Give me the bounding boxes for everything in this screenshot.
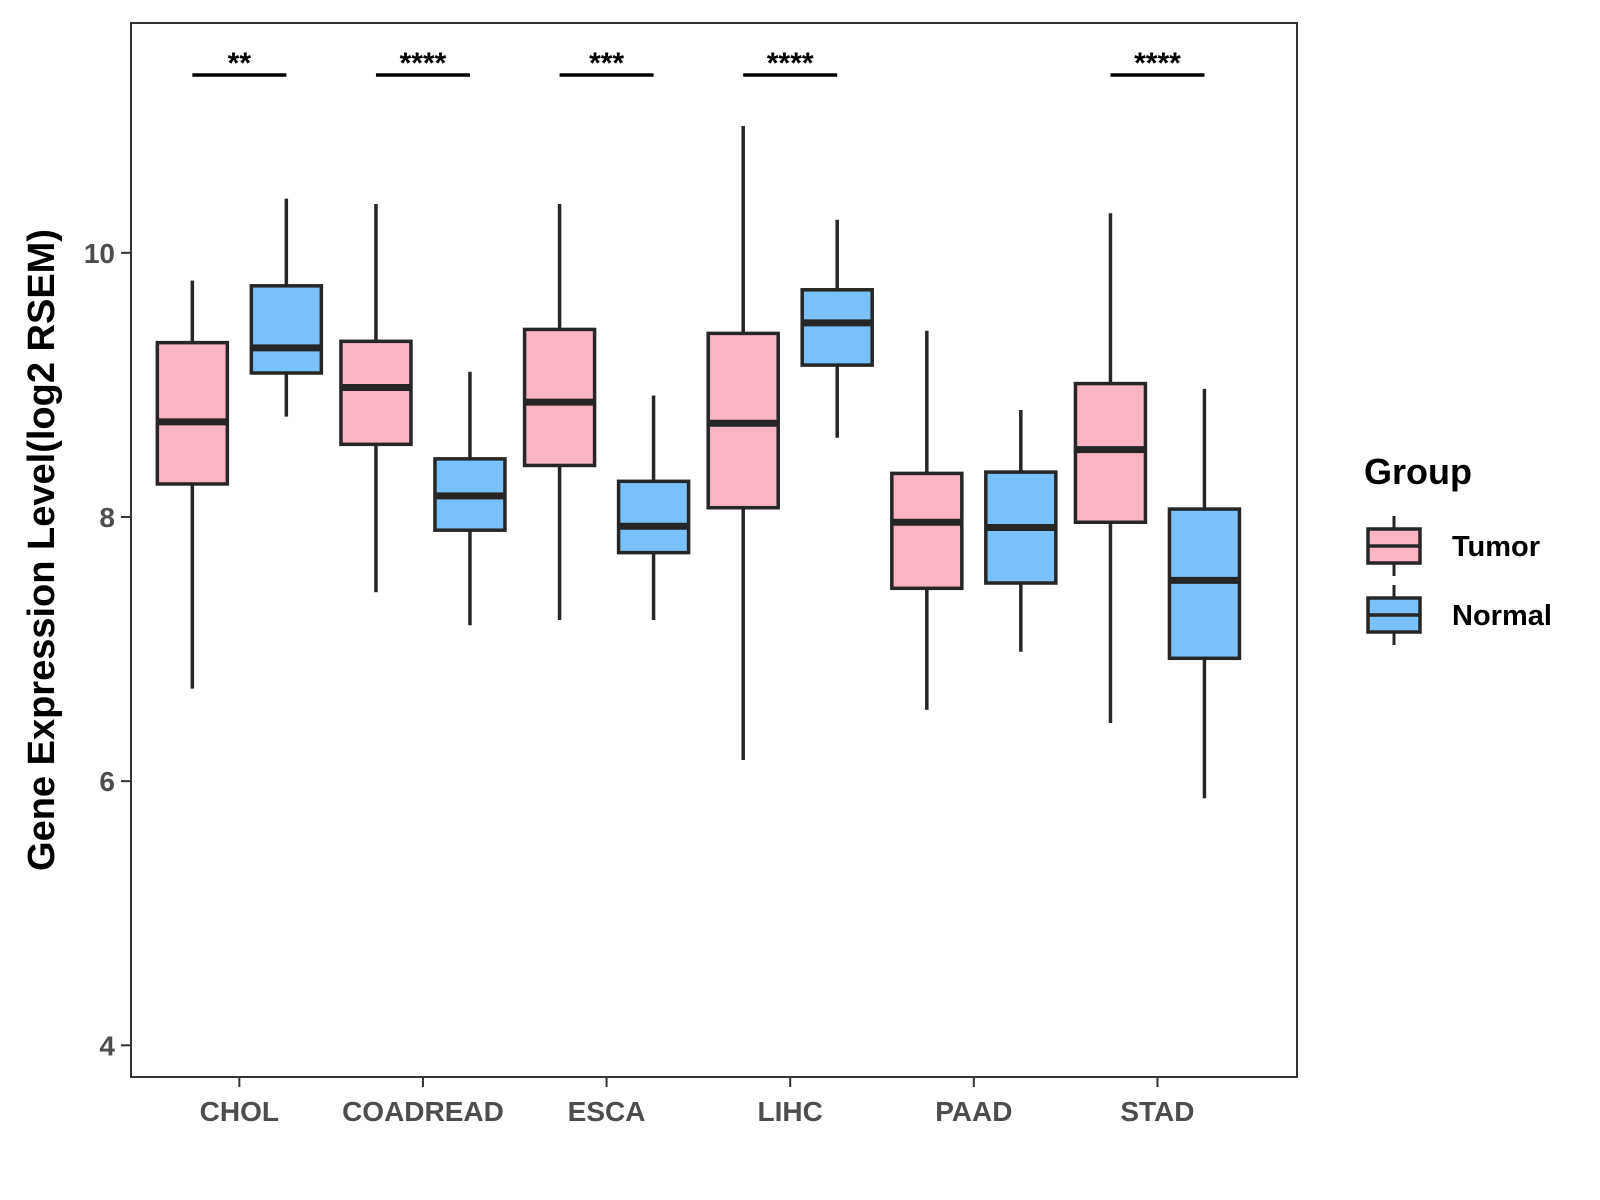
box-chol-normal — [249, 198, 324, 417]
iqr-box-lihc-normal — [800, 288, 874, 367]
box-paad-normal — [984, 409, 1058, 652]
legend-label-normal: Normal — [1452, 600, 1552, 632]
iqr-box-coadread-tumor — [339, 339, 413, 447]
y-tick-label-6: 6 — [99, 766, 115, 797]
x-tick-label-esca: ESCA — [568, 1096, 646, 1127]
x-tick-label-lihc: LIHC — [758, 1096, 823, 1127]
box-lihc-normal — [800, 219, 874, 438]
iqr-box-paad-tumor — [890, 471, 964, 591]
legend-label-tumor: Tumor — [1452, 531, 1540, 563]
y-tick-label-4: 4 — [99, 1030, 115, 1061]
box-stad-tumor — [1073, 213, 1148, 724]
boxes-layer — [155, 126, 1242, 799]
x-tick-label-coadread: COADREAD — [342, 1096, 504, 1127]
legend-title: Group — [1364, 451, 1472, 492]
plot-panel-border — [130, 22, 1298, 1078]
significance-label-stad: **** — [1134, 47, 1181, 80]
significance-layer: ** **** *** **** **** — [192, 47, 1205, 80]
iqr-box-esca-tumor — [522, 327, 597, 468]
box-coadread-normal — [433, 371, 507, 626]
x-tick-label-chol: CHOL — [200, 1096, 279, 1127]
iqr-box-chol-normal — [249, 284, 324, 375]
box-lihc-tumor — [706, 126, 780, 761]
box-paad-tumor — [890, 330, 964, 710]
iqr-box-esca-normal — [616, 479, 691, 555]
x-axis: CHOL COADREAD ESCA LIHC PAAD STAD — [200, 1077, 1195, 1127]
box-esca-normal — [616, 395, 691, 621]
significance-label-chol: ** — [228, 47, 252, 80]
box-coadread-tumor — [339, 203, 413, 593]
y-axis-title: Gene Expression Level(log2 RSEM) — [21, 229, 63, 871]
box-esca-tumor — [522, 203, 597, 621]
legend-item-tumor: Tumor — [1366, 516, 1540, 576]
y-axis: 4 6 8 10 — [84, 238, 131, 1061]
significance-label-coadread: **** — [400, 47, 447, 80]
box-chol-tumor — [155, 280, 230, 689]
y-tick-label-10: 10 — [84, 238, 115, 269]
x-tick-label-paad: PAAD — [935, 1096, 1012, 1127]
legend: Group Tumor Normal — [1364, 451, 1552, 645]
significance-label-lihc: **** — [767, 47, 814, 80]
x-tick-label-stad: STAD — [1120, 1096, 1194, 1127]
iqr-box-chol-tumor — [155, 340, 230, 486]
y-tick-label-8: 8 — [99, 502, 115, 533]
legend-item-normal: Normal — [1366, 585, 1552, 645]
significance-label-esca: *** — [589, 47, 624, 80]
box-stad-normal — [1167, 388, 1242, 799]
